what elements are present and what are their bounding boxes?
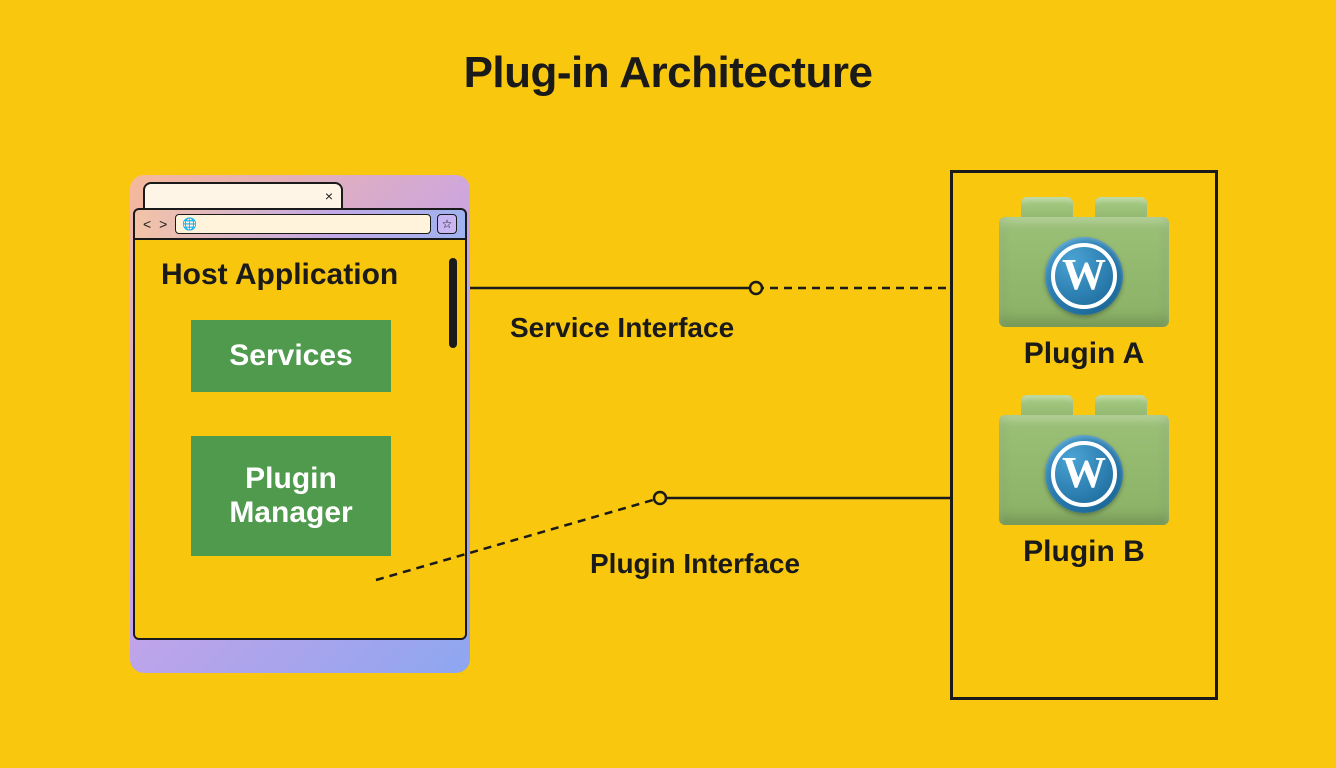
service-interface-label: Service Interface [510, 312, 734, 344]
lego-brick-icon: W [999, 197, 1169, 327]
address-bar: 🌐 [175, 214, 431, 234]
host-browser-window: × < > 🌐 ☆ Host Application Services Plug… [130, 175, 470, 673]
diagram-title: Plug-in Architecture [0, 48, 1336, 98]
diagram-canvas: Plug-in Architecture × < > 🌐 ☆ Host Appl… [0, 0, 1336, 768]
wordpress-logo-icon: W [1045, 237, 1123, 315]
plugin-manager-box: Plugin Manager [191, 436, 391, 556]
scrollbar-thumb [449, 258, 457, 348]
plugin-b-label: Plugin B [1023, 535, 1145, 569]
service-interface-connector [470, 282, 950, 294]
globe-icon: 🌐 [182, 217, 197, 231]
host-application-title: Host Application [161, 258, 439, 292]
plugin-interface-label: Plugin Interface [590, 548, 800, 580]
nav-back-forward-icon: < > [143, 216, 169, 232]
services-box: Services [191, 320, 391, 392]
plugin-a: W Plugin A [999, 197, 1169, 371]
browser-tabbar: × [133, 178, 467, 208]
lego-brick-icon: W [999, 395, 1169, 525]
plugins-panel: W Plugin A W Plugin B [950, 170, 1218, 700]
plugin-b: W Plugin B [999, 395, 1169, 569]
close-icon: × [325, 188, 333, 204]
plugin-a-label: Plugin A [1024, 337, 1145, 371]
wordpress-logo-icon: W [1045, 435, 1123, 513]
plugin-manager-box-label: Plugin Manager [229, 462, 352, 531]
browser-tab: × [143, 182, 343, 208]
services-box-label: Services [229, 339, 352, 374]
browser-toolbar: < > 🌐 ☆ [133, 208, 467, 240]
browser-viewport: Host Application Services Plugin Manager [133, 240, 467, 640]
bookmark-star-icon: ☆ [437, 214, 457, 234]
